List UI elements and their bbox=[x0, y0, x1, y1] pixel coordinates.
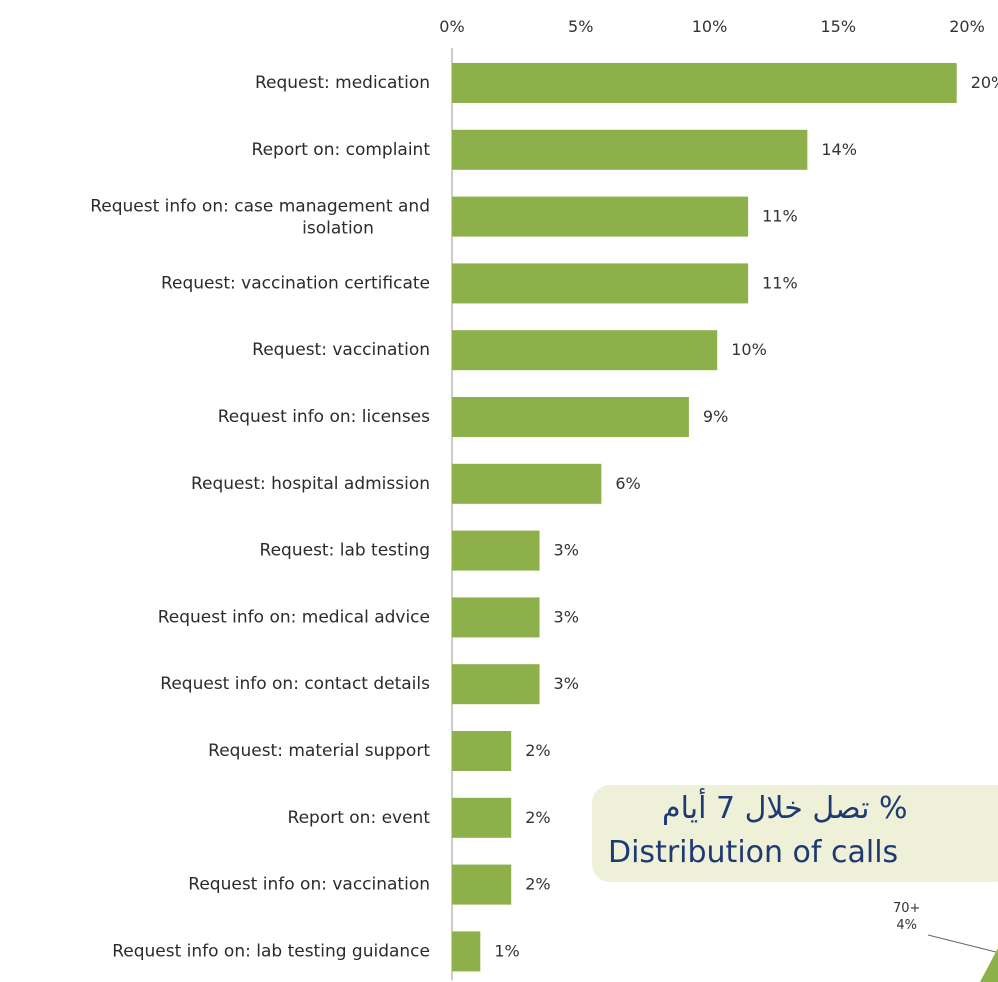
category-label: Request info on: case management and isol… bbox=[90, 197, 430, 239]
category-label: Request: vaccination bbox=[252, 340, 430, 360]
category-label: Request info on: licenses bbox=[218, 407, 430, 427]
value-label: 11% bbox=[762, 273, 798, 292]
callout-english-title: Distribution of calls bbox=[608, 835, 899, 870]
value-label: 3% bbox=[554, 541, 579, 560]
bar bbox=[452, 63, 957, 103]
category-label: Request info on: medical advice bbox=[158, 607, 430, 627]
category-label: Request: medication bbox=[255, 73, 430, 93]
pie-leader-line bbox=[927, 934, 997, 953]
value-label: 3% bbox=[554, 674, 579, 693]
pie-slice bbox=[980, 948, 998, 982]
value-label: 3% bbox=[554, 607, 579, 626]
pie-slice-label: 70+ 4% bbox=[893, 900, 920, 934]
callout-arabic-title: تصل خلال 7 أيام % bbox=[662, 791, 908, 826]
value-label: 2% bbox=[525, 741, 550, 760]
pie-slice-percent-label: 4% bbox=[896, 918, 918, 933]
category-label: Request info on: contact details bbox=[160, 674, 430, 694]
category-label: Request: hospital admission bbox=[191, 474, 430, 494]
bar bbox=[452, 129, 808, 170]
value-label: 1% bbox=[494, 941, 519, 960]
x-tick-label: 20% bbox=[949, 17, 985, 36]
value-label: 14% bbox=[821, 140, 857, 159]
pie-fragment bbox=[927, 934, 998, 982]
bar bbox=[452, 664, 540, 705]
x-tick-label: 10% bbox=[692, 17, 728, 36]
value-label: 10% bbox=[731, 340, 767, 359]
bar bbox=[452, 530, 540, 571]
category-label: Request: material support bbox=[208, 741, 430, 761]
bar bbox=[452, 263, 749, 304]
value-label: 11% bbox=[762, 207, 798, 226]
bar bbox=[452, 731, 512, 771]
value-label: 20% bbox=[971, 73, 998, 92]
value-label: 2% bbox=[525, 808, 550, 827]
bar bbox=[452, 196, 749, 237]
bar bbox=[452, 797, 512, 838]
value-label: 6% bbox=[615, 474, 640, 493]
category-label: Report on: complaint bbox=[252, 140, 431, 160]
bar bbox=[452, 931, 481, 972]
category-label: Request: lab testing bbox=[260, 541, 430, 561]
pie-slice-age-label: 70+ bbox=[893, 901, 921, 916]
bar bbox=[452, 330, 718, 371]
bar bbox=[452, 397, 689, 437]
category-label: Request info on: vaccination bbox=[188, 875, 430, 895]
category-label: Request: vaccination certificate bbox=[161, 273, 430, 293]
x-tick-label: 15% bbox=[820, 17, 856, 36]
distribution-callout: تصل خلال 7 أيام % Distribution of calls bbox=[592, 785, 998, 882]
value-label: 9% bbox=[703, 407, 728, 426]
x-tick-label: 5% bbox=[568, 17, 593, 36]
category-label: Report on: event bbox=[288, 808, 431, 828]
bar bbox=[452, 597, 540, 638]
bar bbox=[452, 463, 602, 504]
value-label: 2% bbox=[525, 875, 550, 894]
category-label: Request info on: lab testing guidance bbox=[112, 941, 430, 961]
x-tick-label: 0% bbox=[439, 17, 464, 36]
bar bbox=[452, 864, 512, 905]
